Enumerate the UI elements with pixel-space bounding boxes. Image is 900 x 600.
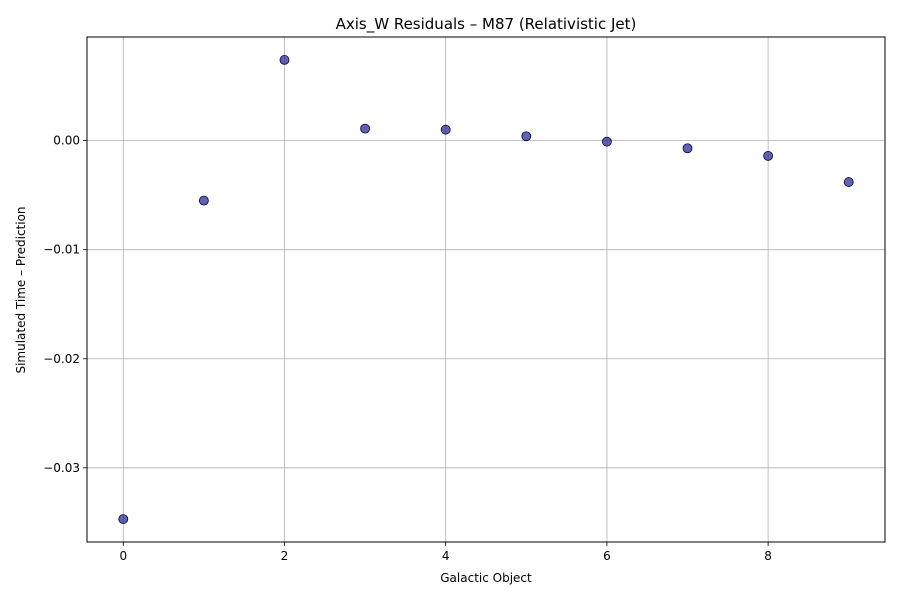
data-point (763, 150, 774, 161)
y-tick-label: −0.03 (43, 461, 80, 475)
x-axis-ticks: 0 2 4 6 8 (119, 542, 772, 563)
x-tick-label: 2 (281, 549, 289, 563)
x-tick-label: 8 (764, 549, 772, 563)
data-point (279, 55, 290, 65)
x-axis-label: Galactic Object (440, 571, 532, 585)
y-tick-label: 0.00 (53, 134, 80, 148)
data-point (118, 514, 129, 524)
data-point (521, 131, 532, 142)
x-tick-label: 4 (442, 549, 450, 563)
y-axis-ticks: −0.03 −0.02 −0.01 0.00 (43, 134, 87, 475)
plot-frame (86, 36, 886, 543)
data-point (198, 195, 209, 206)
data-point (360, 123, 370, 134)
x-tick-label: 6 (603, 549, 611, 563)
y-tick-label: −0.02 (43, 352, 80, 366)
data-point (682, 143, 693, 154)
data-points (118, 55, 854, 524)
y-axis-label: Simulated Time – Prediction (14, 206, 28, 373)
data-point (843, 177, 854, 187)
data-point (440, 124, 451, 135)
y-tick-label: −0.01 (43, 243, 80, 257)
grid-lines (87, 37, 885, 542)
chart-title: Axis_W Residuals – M87 (Relativistic Jet… (336, 15, 637, 34)
data-point (602, 136, 612, 147)
x-tick-label: 0 (119, 549, 127, 563)
